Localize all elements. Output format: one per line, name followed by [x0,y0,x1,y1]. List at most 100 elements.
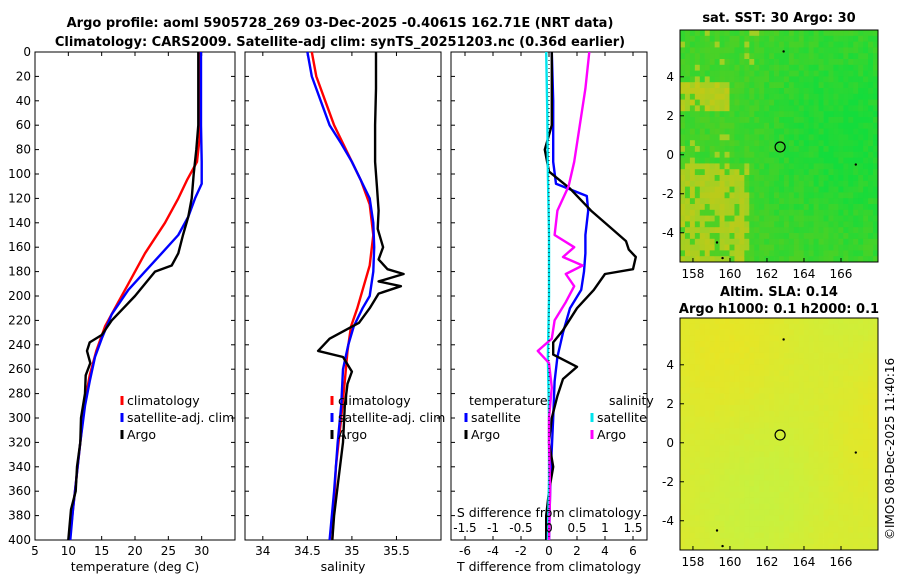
map-cell [843,157,849,164]
map-cell [779,439,785,446]
map-cell [704,480,711,487]
map-cell [833,192,839,199]
map-cell [848,341,854,348]
missing-data-dot [715,529,719,532]
map-cell [759,192,765,199]
map-cell [704,463,711,470]
map-cell [779,134,785,141]
map-cell [833,105,839,112]
map-cell [709,146,716,153]
map-cell [848,329,854,336]
map-cell [699,526,706,533]
map-cell [818,238,824,245]
map-cell [744,544,750,551]
map-cell [863,30,869,37]
map-cell [828,468,834,475]
map-cell [798,88,805,95]
map-cell [744,358,750,365]
x-tick-label: 2 [573,544,581,558]
map-cell [744,157,750,164]
map-cell [838,169,844,176]
map-cell [788,233,795,240]
map-cell [873,70,879,77]
map-cell [828,215,834,222]
map-cell [714,99,720,106]
map-cell [719,364,725,371]
map-cell [684,463,691,470]
map-cell [843,463,849,470]
map-cell [803,376,810,383]
map-cell [749,256,755,263]
map-cell [783,93,790,100]
map-cell [803,76,810,83]
map-cell [828,198,834,205]
map-cell [774,192,780,199]
map-cell [868,497,874,504]
map-cell [694,497,701,504]
map-cell [714,410,720,417]
map-cell [823,227,829,234]
map-cell [754,335,760,342]
map-cell [808,457,815,464]
map-cell [838,140,844,147]
map-cell [744,509,750,516]
map-cell [868,422,874,429]
map-cell [759,99,765,106]
map-cell [699,509,706,516]
map-cell [694,105,701,112]
map-cell [709,186,716,193]
map-cell [783,221,790,228]
map-cell [783,370,790,377]
map-cell [774,227,780,234]
map-cell [744,47,750,54]
map-cell [754,358,760,365]
map-cell [724,88,730,95]
map-cell [759,175,765,182]
map-cell [694,76,701,83]
map-cell [793,163,800,170]
map-cell [734,186,740,193]
map-cell [729,370,735,377]
map-cell [858,198,864,205]
map-cell [724,204,730,211]
map-cell [798,76,805,83]
map-cell [803,151,810,158]
map-cell [873,244,879,251]
map-cell [680,445,686,452]
map-cell [808,82,815,89]
map-cell [684,428,691,435]
map-cell [699,521,706,528]
map-cell [764,492,770,499]
map-cell [803,47,810,54]
map-cell [858,521,864,528]
map-cell [759,140,765,147]
map-cell [769,53,775,60]
map-cell [754,468,760,475]
map-cell [853,157,859,164]
map-cell [808,88,815,95]
map-cell [734,387,740,394]
map-cell [680,323,686,330]
map-cell [803,128,810,135]
map-cell [833,47,839,54]
y-tick-label: 0 [666,148,674,162]
map-cell [709,238,716,245]
map-cell [724,175,730,182]
map-cell [759,538,765,545]
map-cell [719,480,725,487]
map-cell [739,341,745,348]
map-cell [848,41,854,48]
map-cell [704,341,711,348]
map-cell [803,180,810,187]
map-cell [684,227,691,234]
map-cell [680,422,686,429]
map-cell [793,526,800,533]
map-cell [689,47,696,54]
map-cell [744,134,750,141]
map-cell [689,341,696,348]
map-cell [863,410,869,417]
map-cell [779,244,785,251]
map-cell [714,146,720,153]
map-cell [823,434,829,441]
map-cell [759,352,765,359]
